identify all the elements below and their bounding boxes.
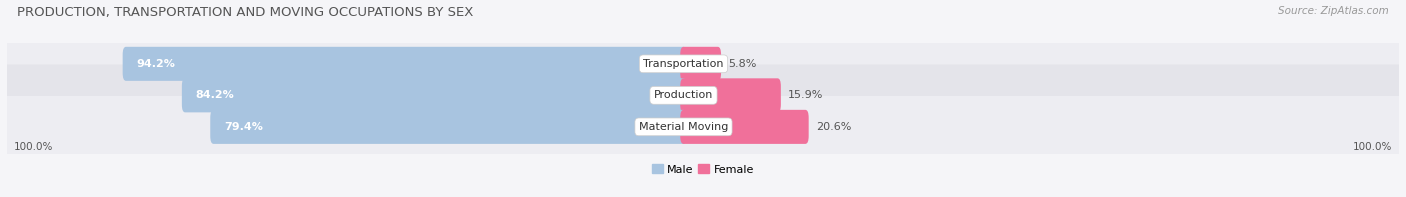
Text: 100.0%: 100.0% — [1353, 142, 1392, 152]
Text: 79.4%: 79.4% — [224, 122, 263, 132]
FancyBboxPatch shape — [0, 96, 1406, 158]
FancyBboxPatch shape — [181, 78, 686, 112]
Text: 20.6%: 20.6% — [815, 122, 851, 132]
Text: Production: Production — [654, 90, 713, 100]
Text: 84.2%: 84.2% — [195, 90, 235, 100]
Text: Source: ZipAtlas.com: Source: ZipAtlas.com — [1278, 6, 1389, 16]
Text: 5.8%: 5.8% — [728, 59, 756, 69]
Text: 15.9%: 15.9% — [787, 90, 824, 100]
Legend: Male, Female: Male, Female — [647, 160, 759, 179]
Text: 100.0%: 100.0% — [14, 142, 53, 152]
FancyBboxPatch shape — [122, 47, 686, 81]
Text: Transportation: Transportation — [643, 59, 724, 69]
FancyBboxPatch shape — [681, 78, 780, 112]
FancyBboxPatch shape — [0, 64, 1406, 126]
Text: PRODUCTION, TRANSPORTATION AND MOVING OCCUPATIONS BY SEX: PRODUCTION, TRANSPORTATION AND MOVING OC… — [17, 6, 474, 19]
FancyBboxPatch shape — [0, 33, 1406, 95]
FancyBboxPatch shape — [681, 47, 721, 81]
Text: Material Moving: Material Moving — [638, 122, 728, 132]
FancyBboxPatch shape — [681, 110, 808, 144]
FancyBboxPatch shape — [211, 110, 686, 144]
Text: 94.2%: 94.2% — [136, 59, 176, 69]
